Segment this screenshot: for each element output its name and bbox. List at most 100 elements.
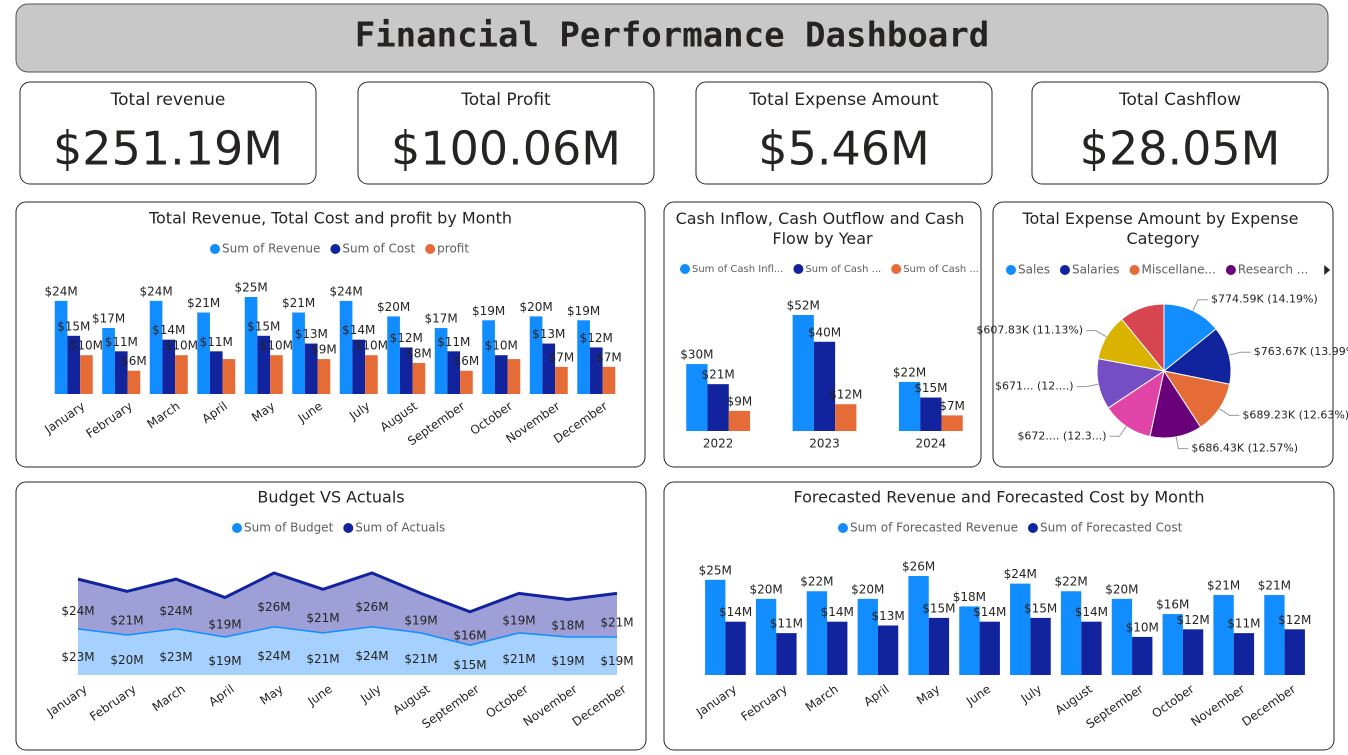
data-label: $11M <box>1227 617 1260 631</box>
bar <box>127 370 141 394</box>
bar <box>1010 583 1031 675</box>
legend-swatch <box>838 523 848 533</box>
data-label: $52M <box>787 299 820 313</box>
data-label: $24M <box>1004 567 1037 581</box>
bar <box>755 598 777 675</box>
data-label: $16M <box>453 629 486 643</box>
data-label: $19M <box>208 617 241 631</box>
data-label: $11M <box>770 617 803 631</box>
data-label: $689.23K (12.63%) <box>1242 408 1348 421</box>
data-label: $24M <box>355 649 388 663</box>
bar <box>705 579 726 675</box>
bar <box>577 320 590 394</box>
bar <box>54 300 68 394</box>
legend-swatch <box>343 523 354 533</box>
data-label: $16M <box>1156 598 1189 612</box>
bar <box>222 359 236 394</box>
data-label: $11M <box>200 335 233 349</box>
data-label: $21M <box>306 611 339 625</box>
legend-swatch <box>680 264 690 274</box>
chart-title: Total Expense Amount by Expense Category <box>1021 209 1303 248</box>
legend-swatch <box>210 244 220 254</box>
bar <box>317 359 331 394</box>
bar <box>270 355 283 394</box>
data-label: $24M <box>44 284 77 298</box>
chart-title: Cash Inflow, Cash Outflow and Cash Flow … <box>676 209 970 248</box>
legend-swatch <box>891 264 902 274</box>
data-label: $14M <box>152 323 185 337</box>
data-label: $12M <box>390 331 423 345</box>
data-label: $11M <box>437 335 470 349</box>
data-label: $671... (12....) <box>995 380 1074 393</box>
data-label: $19M <box>404 613 437 627</box>
bar <box>728 410 751 431</box>
kpi-label: Total Cashflow <box>1118 90 1241 110</box>
data-label: $15M <box>453 658 486 672</box>
data-label: $12M <box>829 388 862 402</box>
bar <box>197 312 210 394</box>
bar <box>460 370 473 394</box>
data-label: $22M <box>893 365 926 379</box>
data-label: $17M <box>92 312 125 326</box>
legend-swatch <box>1129 265 1140 275</box>
data-label: $21M <box>110 613 143 627</box>
bar <box>827 621 848 675</box>
dashboard-title: Financial Performance Dashboard <box>355 16 990 56</box>
data-label: $24M <box>61 604 94 618</box>
data-label: $10M <box>485 339 518 353</box>
bar <box>602 366 616 394</box>
legend-label: Sum of Actuals <box>355 521 445 535</box>
bar <box>1264 595 1285 675</box>
bar <box>162 339 176 394</box>
bar <box>399 347 413 394</box>
kpi-label: Total revenue <box>110 90 226 110</box>
legend-swatch <box>1027 523 1038 533</box>
bar <box>482 320 495 394</box>
x-tick-label: 2023 <box>809 437 840 451</box>
bar <box>529 316 543 394</box>
bar <box>114 351 128 394</box>
bar <box>707 384 729 431</box>
kpi-value: $28.05M <box>1080 122 1281 176</box>
leader-line <box>1109 426 1127 437</box>
leader-line <box>1192 299 1209 311</box>
bar <box>1030 617 1051 675</box>
data-label: $26M <box>355 600 388 614</box>
pie-slice <box>1120 303 1165 373</box>
data-label: $21M <box>404 652 437 666</box>
kpi-value: $100.06M <box>391 122 621 176</box>
legend-label: Miscellane... <box>1142 263 1216 277</box>
bar <box>589 347 603 394</box>
pie-slice <box>1163 303 1217 373</box>
bar <box>898 381 921 431</box>
bar <box>725 621 746 675</box>
data-label: $25M <box>234 281 267 295</box>
bar <box>434 328 448 394</box>
data-label: $13M <box>871 609 904 623</box>
leader-line <box>1219 408 1240 416</box>
data-label: $19M <box>567 304 600 318</box>
data-label: $672.... (12.3...) <box>1017 429 1106 442</box>
data-label: $10M <box>165 339 198 353</box>
legend-label: Sum of Forecasted Cost <box>1040 521 1183 535</box>
kpi-card <box>357 81 655 185</box>
kpi-value: $5.46M <box>758 122 929 176</box>
data-label: $15M <box>1024 601 1057 615</box>
kpi-label: Total Profit <box>460 90 551 110</box>
legend-swatch <box>232 523 242 533</box>
data-label: $21M <box>702 368 735 382</box>
pie-slice <box>1162 328 1232 385</box>
bar <box>1081 621 1102 675</box>
area <box>78 573 617 645</box>
bar <box>304 343 318 394</box>
data-label: $26M <box>257 600 290 614</box>
bar <box>941 415 963 431</box>
data-label: $30M <box>680 348 713 362</box>
bar <box>257 335 271 394</box>
data-label: $14M <box>342 323 375 337</box>
bar <box>67 335 81 394</box>
data-label: $23M <box>159 650 192 664</box>
chart-panel <box>15 201 646 468</box>
bar <box>835 404 857 431</box>
